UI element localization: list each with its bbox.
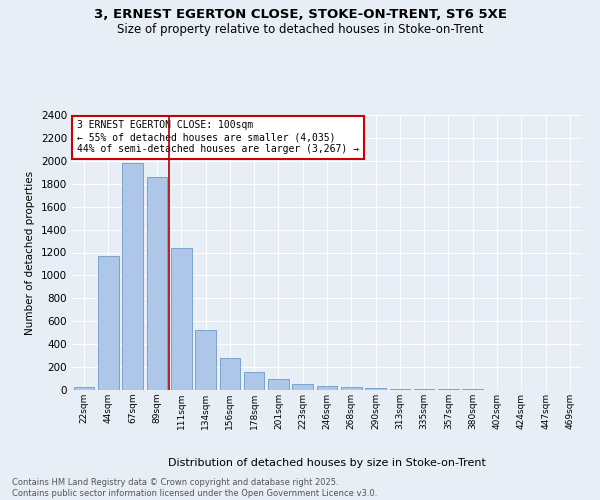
- Bar: [365, 388, 386, 390]
- Text: Distribution of detached houses by size in Stoke-on-Trent: Distribution of detached houses by size …: [168, 458, 486, 468]
- Bar: [74, 387, 94, 390]
- Bar: [244, 372, 265, 390]
- Bar: [98, 256, 119, 390]
- Bar: [389, 389, 410, 390]
- Bar: [171, 248, 191, 390]
- Text: Contains HM Land Registry data © Crown copyright and database right 2025.
Contai: Contains HM Land Registry data © Crown c…: [12, 478, 377, 498]
- Bar: [195, 330, 216, 390]
- Text: Size of property relative to detached houses in Stoke-on-Trent: Size of property relative to detached ho…: [117, 22, 483, 36]
- Bar: [268, 378, 289, 390]
- Text: 3 ERNEST EGERTON CLOSE: 100sqm
← 55% of detached houses are smaller (4,035)
44% : 3 ERNEST EGERTON CLOSE: 100sqm ← 55% of …: [77, 120, 359, 154]
- Bar: [292, 384, 313, 390]
- Text: 3, ERNEST EGERTON CLOSE, STOKE-ON-TRENT, ST6 5XE: 3, ERNEST EGERTON CLOSE, STOKE-ON-TRENT,…: [94, 8, 506, 20]
- Bar: [220, 358, 240, 390]
- Bar: [122, 163, 143, 390]
- Bar: [146, 178, 167, 390]
- Bar: [414, 389, 434, 390]
- Bar: [341, 387, 362, 390]
- Y-axis label: Number of detached properties: Number of detached properties: [25, 170, 35, 334]
- Bar: [317, 386, 337, 390]
